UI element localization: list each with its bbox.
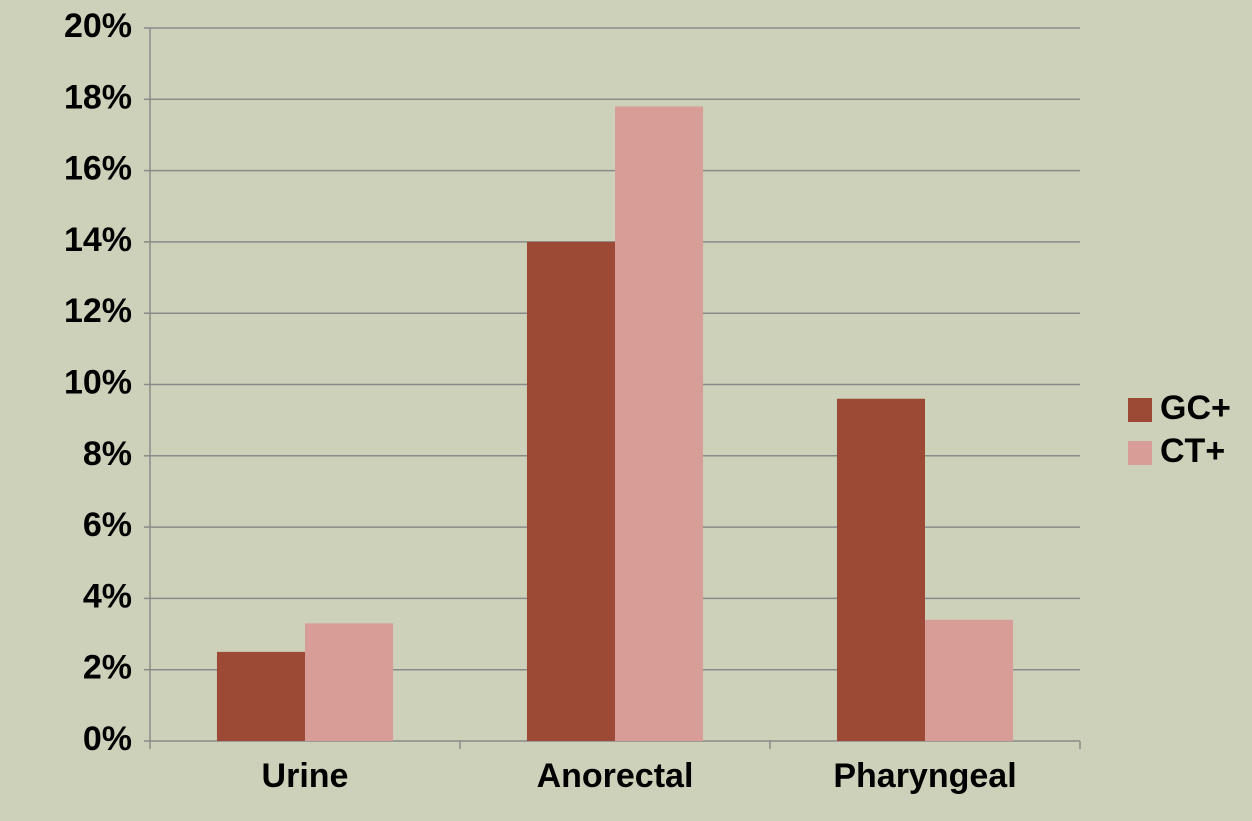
y-tick-label: 12% <box>64 292 132 330</box>
bar <box>305 623 394 741</box>
y-tick-label: 2% <box>83 649 132 687</box>
y-tick-label: 20% <box>64 7 132 45</box>
y-tick-label: 0% <box>83 720 132 758</box>
bar <box>216 651 305 741</box>
legend-swatch <box>1128 441 1152 465</box>
y-tick-label: 4% <box>83 577 132 615</box>
legend-label: GC+ <box>1160 389 1231 427</box>
bar <box>925 619 1014 741</box>
y-tick-label: 18% <box>64 78 132 116</box>
bar <box>836 398 925 741</box>
x-tick-label: Pharyngeal <box>833 757 1016 795</box>
legend-swatch <box>1128 398 1152 422</box>
bar <box>615 106 704 742</box>
y-tick-label: 10% <box>64 363 132 401</box>
y-tick-label: 6% <box>83 506 132 544</box>
y-tick-label: 14% <box>64 221 132 259</box>
legend-label: CT+ <box>1160 432 1225 470</box>
y-tick-label: 16% <box>64 150 132 188</box>
x-tick-label: Urine <box>262 757 349 795</box>
bar <box>526 241 615 741</box>
y-tick-label: 8% <box>83 435 132 473</box>
x-tick-label: Anorectal <box>537 757 694 795</box>
